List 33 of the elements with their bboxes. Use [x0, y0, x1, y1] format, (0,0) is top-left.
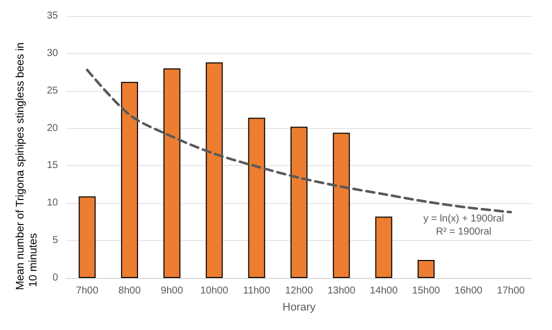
bar	[332, 132, 350, 278]
y-tick-label: 20	[46, 122, 58, 134]
x-axis-title: Horary	[282, 302, 316, 314]
x-tick-label: 9h00	[160, 286, 184, 296]
x-tick-label: 15h00	[412, 286, 440, 296]
bar	[290, 126, 308, 278]
y-tick-label: 0	[52, 272, 58, 284]
x-tick-label: 10h00	[200, 286, 229, 296]
bar	[163, 68, 180, 278]
y-tick-label: 25	[46, 85, 58, 96]
annotation: R² = 1900ral	[436, 226, 492, 238]
bar	[375, 216, 392, 278]
bar	[121, 82, 138, 278]
bar	[248, 118, 266, 278]
x-tick-label: 8h00	[118, 286, 142, 296]
bar	[206, 62, 223, 278]
annotation: y = ln(x) + 1900ral	[423, 214, 504, 224]
y-tick-label: 5	[52, 235, 58, 246]
y-tick-label: 35	[46, 10, 58, 22]
y-tick-label: 30	[46, 48, 58, 59]
x-tick-label: 17h00	[496, 286, 526, 296]
line-series	[86, 68, 512, 214]
bar	[78, 196, 96, 278]
x-tick-label: 13h00	[327, 286, 356, 296]
x-tick-label: 14h00	[370, 286, 398, 296]
bar	[418, 260, 435, 278]
x-tick-label: 16h00	[454, 286, 483, 296]
x-tick-label: 11h00	[243, 286, 271, 296]
x-tick-label: 12h00	[285, 286, 314, 296]
y-tick-label: 15	[46, 160, 58, 172]
y-tick-label: 10	[46, 198, 58, 209]
x-tick-label: 7h00	[76, 286, 99, 296]
y-axis-title: Mean number of Trigona spinipes stingless bees in 10 minutes	[14, 42, 40, 290]
